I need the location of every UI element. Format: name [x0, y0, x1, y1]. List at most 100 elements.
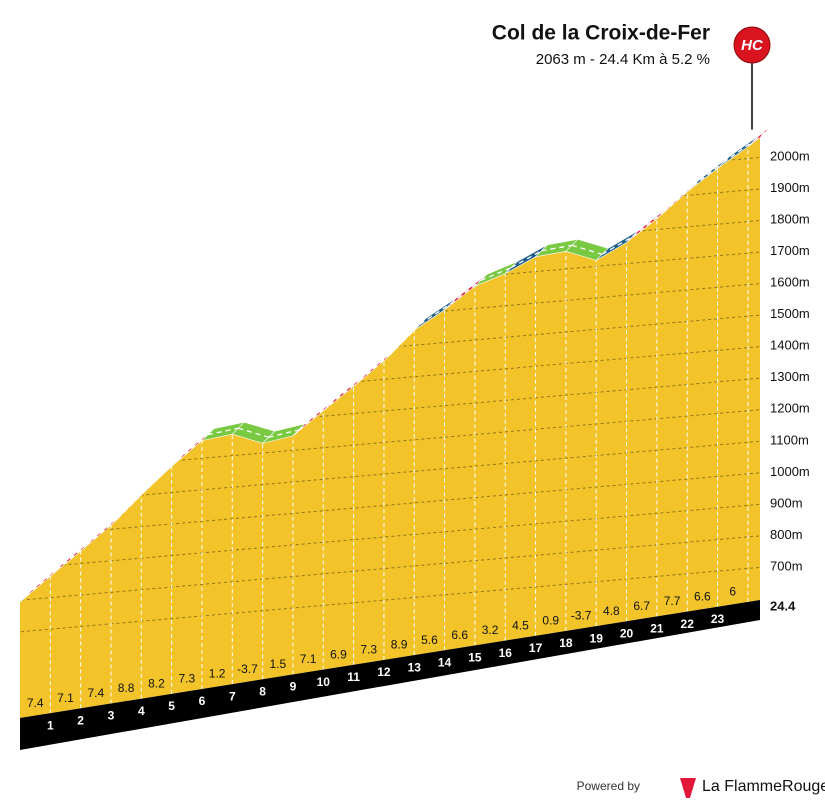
y-tick-label: 1200m [770, 401, 810, 416]
gradient-label: 6.6 [451, 628, 468, 642]
badge-circle [733, 26, 771, 64]
km-label: 4 [138, 704, 145, 718]
gradient-label: 7.3 [178, 672, 195, 686]
y-tick-label: 1000m [770, 464, 810, 479]
y-tick-label: 1400m [770, 338, 810, 353]
gradient-label: 7.3 [360, 643, 377, 657]
km-label: 10 [317, 675, 331, 689]
km-label: 11 [347, 670, 360, 684]
strip-dash [510, 250, 542, 269]
gradient-label: 6 [729, 585, 736, 599]
km-label: 8 [259, 684, 266, 698]
gradient-label: 7.4 [27, 696, 44, 710]
gradient-label: 8.9 [391, 638, 408, 652]
gradient-label: 1.5 [269, 657, 286, 671]
strip-dash [662, 185, 694, 214]
km-label: 1 [47, 718, 54, 732]
gradient-label: 4.8 [603, 604, 620, 618]
y-tick-label: 1700m [770, 243, 810, 258]
strip-dash [419, 303, 451, 325]
strip-dash [359, 354, 391, 381]
gradient-label: 7.1 [300, 652, 317, 666]
powered-by: Powered by [577, 779, 640, 793]
strip-dash [450, 279, 482, 305]
y-tick-label: 900m [770, 495, 803, 510]
y-tick-label: 1500m [770, 306, 810, 321]
gradient-label: 4.5 [512, 618, 529, 632]
strip-dash [480, 267, 512, 281]
km-label: 23 [711, 612, 725, 626]
km-label: 21 [650, 622, 664, 636]
brand-name: La FlammeRouge [702, 778, 825, 795]
strip-dash [177, 434, 209, 461]
strip-dash [328, 379, 361, 406]
y-tick-label: 1600m [770, 275, 810, 290]
km-total-label: 24.4 [770, 598, 796, 613]
grid-line [20, 534, 760, 601]
brand-logo [680, 778, 696, 798]
km-label: 19 [590, 631, 604, 645]
gradient-label: -3.7 [571, 609, 592, 623]
km-label: 7 [229, 689, 236, 703]
gradient-label: 6.9 [330, 647, 347, 661]
badge-label: HC [741, 37, 764, 54]
km-label: 20 [620, 626, 634, 640]
gradient-label: 8.8 [118, 681, 135, 695]
gradient-label: 5.6 [421, 633, 438, 647]
km-label: 13 [408, 660, 422, 674]
strip-dash [723, 140, 755, 163]
gradient-label: 8.2 [148, 676, 165, 690]
gradient-label: 0.9 [542, 614, 559, 628]
chart-subtitle: 2063 m - 24.4 Km à 5.2 % [536, 51, 710, 68]
strip-dash [753, 131, 767, 142]
y-tick-label: 1100m [770, 432, 809, 447]
km-label: 18 [559, 636, 573, 650]
gradient-label: 6.7 [633, 599, 650, 613]
km-label: 22 [681, 617, 695, 631]
strip-dash [55, 544, 88, 571]
km-label: 12 [377, 665, 391, 679]
grid-line [20, 408, 760, 475]
y-tick-label: 1300m [770, 369, 810, 384]
km-label: 16 [499, 646, 513, 660]
strip-dash [298, 404, 330, 431]
grid-line [20, 345, 760, 412]
y-tick-label: 700m [770, 558, 803, 573]
km-label: 14 [438, 655, 452, 669]
km-label: 9 [290, 680, 297, 694]
gradient-label: 6.6 [694, 589, 711, 603]
gradient-label: 7.1 [57, 691, 74, 705]
gradient-label: -3.7 [237, 662, 258, 676]
y-tick-label: 800m [770, 527, 803, 542]
strip-dash [601, 235, 633, 255]
gradient-label: 1.2 [209, 667, 226, 681]
strip-dash [86, 518, 118, 546]
strip-dash [389, 323, 421, 356]
strip-dash [25, 569, 57, 597]
strip-dash [692, 161, 724, 187]
grid-line [20, 377, 760, 444]
km-label: 3 [108, 709, 115, 723]
y-tick-label: 2000m [770, 148, 810, 163]
profile-area [20, 137, 760, 718]
strip-dash [116, 488, 148, 520]
grid-line [20, 566, 760, 633]
chart-title: Col de la Croix-de-Fer [492, 22, 710, 45]
strip-dash [632, 212, 664, 238]
y-tick-label: 1800m [770, 212, 810, 227]
gradient-label: 7.7 [664, 594, 681, 608]
grid-line [20, 471, 760, 538]
grid-line [20, 440, 760, 507]
km-label: 15 [468, 651, 482, 665]
grid-line [20, 156, 760, 223]
grid-line [20, 503, 760, 570]
km-label: 2 [77, 713, 84, 727]
strip-dash [146, 459, 179, 490]
km-label: 6 [199, 694, 206, 708]
km-label: 17 [529, 641, 543, 655]
gradient-label: 3.2 [482, 623, 499, 637]
km-label: 5 [168, 699, 175, 713]
y-tick-label: 1900m [770, 180, 810, 195]
